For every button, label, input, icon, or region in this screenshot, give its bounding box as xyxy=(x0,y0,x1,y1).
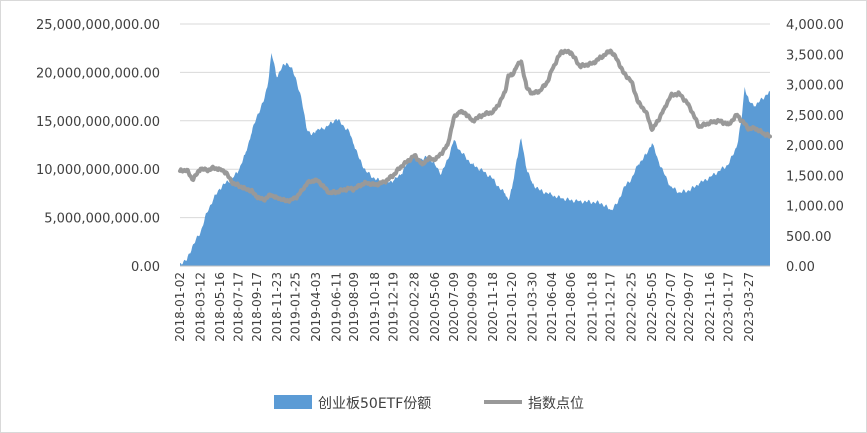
x-tick-label: 2021-08-06 xyxy=(564,272,578,342)
right-tick-label: 3,000.00 xyxy=(786,79,844,94)
left-tick-label: 15,000,000,000.00 xyxy=(36,115,160,130)
x-tick-label: 2021-03-30 xyxy=(526,272,540,342)
x-tick-label: 2022-11-16 xyxy=(703,272,717,342)
x-tick-label: 2018-03-12 xyxy=(194,272,208,342)
x-tick-label: 2020-05-06 xyxy=(428,272,442,342)
legend: 创业板50ETF份额 指数点位 xyxy=(274,395,584,412)
x-tick-label: 2019-06-11 xyxy=(329,272,343,342)
x-tick-label: 2018-07-17 xyxy=(231,272,245,342)
x-tick-label: 2022-09-07 xyxy=(682,272,696,342)
x-tick-label: 2021-10-18 xyxy=(586,272,600,342)
x-tick-label: 2018-09-17 xyxy=(250,272,264,342)
right-tick-label: 4,000.00 xyxy=(786,18,844,33)
x-tick-label: 2021-01-20 xyxy=(505,272,519,342)
x-tick-label: 2019-12-19 xyxy=(386,272,400,342)
x-tick-label: 2018-05-16 xyxy=(213,272,227,342)
legend-area-swatch xyxy=(274,395,312,409)
x-tick-label: 2021-12-17 xyxy=(604,272,618,342)
right-tick-label: 1,500.00 xyxy=(786,169,844,184)
legend-area-label: 创业板50ETF份额 xyxy=(318,396,431,412)
left-tick-label: 10,000,000,000.00 xyxy=(36,163,160,178)
x-tick-label: 2022-05-05 xyxy=(645,272,659,342)
line-series-index[interactable] xyxy=(178,48,772,204)
x-axis: 2018-01-02 2018-03-12 2018-05-16 2018-07-17… xyxy=(173,265,770,342)
left-tick-label: 25,000,000,000.00 xyxy=(36,18,160,33)
right-tick-label: 0.00 xyxy=(786,260,815,275)
legend-item-area[interactable]: 创业板50ETF份额 xyxy=(274,395,431,412)
x-tick-label: 2018-11-23 xyxy=(270,272,284,342)
left-tick-label: 0.00 xyxy=(131,260,160,275)
right-tick-label: 1,000.00 xyxy=(786,200,844,215)
right-axis: 0.00 500.00 1,000.00 1,500.00 2,000.00 2,500.… xyxy=(786,18,844,275)
left-tick-label: 20,000,000,000.00 xyxy=(36,66,160,81)
x-tick-label: 2019-08-09 xyxy=(347,272,361,342)
area-series-layer xyxy=(180,53,770,266)
right-tick-label: 2,500.00 xyxy=(786,109,844,124)
x-tick-label: 2019-04-03 xyxy=(309,272,323,342)
right-tick-label: 3,500.00 xyxy=(786,48,844,63)
x-tick-label: 2021-06-04 xyxy=(545,272,559,342)
x-tick-label: 2023-03-27 xyxy=(742,272,756,342)
line-series-layer xyxy=(178,48,772,204)
x-tick-label: 2022-02-25 xyxy=(624,272,638,342)
right-tick-label: 2,000.00 xyxy=(786,139,844,154)
x-tick-label: 2019-01-25 xyxy=(289,272,303,342)
left-axis: 0.00 5,000,000,000.00 10,000,000,000.00 15,… xyxy=(36,18,160,275)
legend-item-line[interactable]: 指数点位 xyxy=(484,396,584,412)
x-tick-label: 2020-09-09 xyxy=(465,272,479,342)
x-tick-label: 2018-01-02 xyxy=(173,272,187,342)
left-tick-label: 5,000,000,000.00 xyxy=(44,212,160,227)
area-series-shares[interactable] xyxy=(180,53,770,266)
right-tick-label: 500.00 xyxy=(786,230,832,245)
x-tick-label: 2022-07-07 xyxy=(664,272,678,342)
x-tick-label: 2020-07-09 xyxy=(447,272,461,342)
x-tick-label: 2019-10-18 xyxy=(368,272,382,342)
x-tick-label: 2020-02-28 xyxy=(408,272,422,342)
legend-line-label: 指数点位 xyxy=(528,396,584,412)
x-tick-label: 2023-01-17 xyxy=(722,272,736,342)
x-tick-label: 2020-11-18 xyxy=(486,272,500,342)
